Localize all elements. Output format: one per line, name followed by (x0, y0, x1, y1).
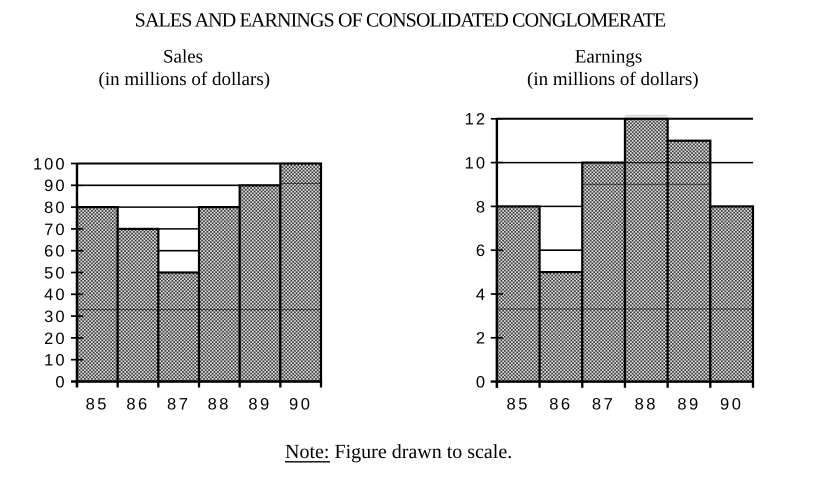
svg-text:90: 90 (44, 177, 66, 195)
svg-text:12: 12 (465, 111, 487, 129)
svg-text:Figure drawn to scale.: Figure drawn to scale. (335, 441, 513, 463)
svg-text:30: 30 (44, 308, 66, 326)
svg-text:85: 85 (86, 396, 109, 414)
svg-text:Note:: Note: (285, 441, 329, 463)
svg-text:85: 85 (507, 396, 530, 414)
svg-text:86: 86 (126, 396, 149, 414)
svg-text:SALES AND EARNINGS OF CONSOLID: SALES AND EARNINGS OF CONSOLIDATED CONGL… (135, 10, 666, 32)
svg-text:10: 10 (44, 352, 66, 370)
svg-text:70: 70 (44, 221, 66, 239)
svg-text:88: 88 (208, 396, 231, 414)
svg-text:100: 100 (33, 155, 67, 173)
svg-text:40: 40 (44, 286, 66, 304)
svg-text:90: 90 (720, 396, 743, 414)
svg-text:80: 80 (44, 199, 66, 217)
svg-text:89: 89 (248, 396, 271, 414)
svg-text:Sales: Sales (163, 47, 203, 68)
svg-text:89: 89 (677, 396, 700, 414)
svg-text:0: 0 (55, 373, 66, 391)
svg-text:87: 87 (592, 396, 615, 414)
svg-text:(in millions of dollars): (in millions of dollars) (527, 69, 699, 90)
svg-text:(in millions of dollars): (in millions of dollars) (99, 69, 271, 90)
svg-text:8: 8 (476, 198, 487, 216)
svg-text:4: 4 (476, 286, 487, 304)
svg-text:10: 10 (465, 155, 487, 173)
svg-text:2: 2 (476, 330, 487, 348)
svg-text:60: 60 (44, 243, 66, 261)
svg-text:90: 90 (289, 396, 312, 414)
svg-text:87: 87 (167, 396, 190, 414)
svg-text:Earnings: Earnings (575, 47, 643, 68)
svg-text:6: 6 (476, 242, 487, 260)
svg-text:20: 20 (44, 330, 66, 348)
svg-text:86: 86 (549, 396, 572, 414)
svg-text:0: 0 (476, 374, 487, 392)
svg-text:88: 88 (635, 396, 658, 414)
svg-text:50: 50 (44, 264, 66, 282)
